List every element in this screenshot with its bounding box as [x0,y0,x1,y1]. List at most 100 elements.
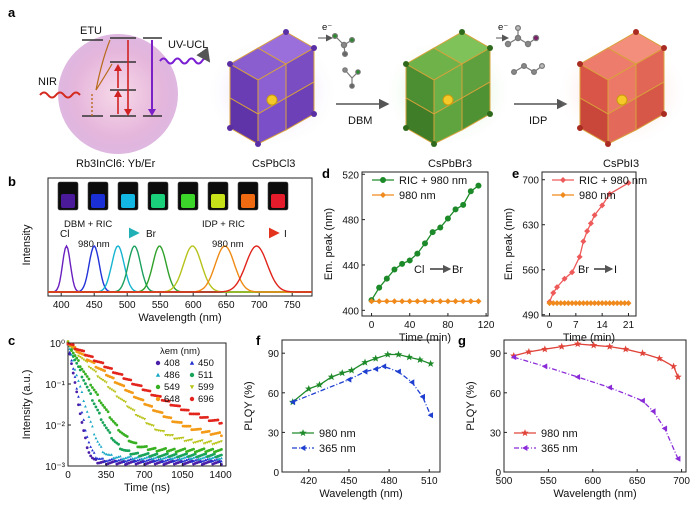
spectrum-450 [48,244,312,293]
decay-point-450-50 [153,459,157,463]
decay-point-408-1 [68,352,72,356]
chart-g-xtick-label: 550 [540,476,557,487]
decay-point-599-28 [115,395,119,399]
decay-point-599-62 [174,437,178,441]
chart-g-point-0-7 [621,345,630,353]
decay-point-599-42 [139,416,143,419]
decay-point-696-3 [71,343,75,347]
decay-point-599-43 [141,417,145,420]
decay-point-486-54 [160,457,164,460]
chart-g-point-1-3 [606,384,613,391]
chart-f-point-0-5 [347,366,356,374]
decay-point-599-74 [195,440,199,444]
decay-point-486-78 [202,456,206,459]
decay-point-486-66 [181,456,185,460]
chart-c-legend-label-696: 696 [198,394,214,405]
idp-molecule-icon [504,25,545,75]
decay-point-486-67 [183,456,187,459]
decay-point-511-23 [106,428,110,432]
decay-point-450-6 [77,395,80,398]
decay-point-549-17 [96,393,100,397]
decay-point-549-72 [192,447,195,451]
chart-e-point-1-14 [599,300,606,307]
chart-g-point-1-5 [650,408,656,415]
decay-point-549-34 [125,435,129,438]
chart-f-point-0-10 [405,353,413,361]
chart-b-xtick-label: 550 [152,300,169,311]
vial-liquid-2 [91,194,105,208]
nir-wave [39,91,81,99]
chart-g-axes-frame [503,339,687,473]
decay-point-696-47 [148,389,152,393]
vial-liquid-1 [61,194,75,208]
chart-e-ytick-label: 700 [522,176,539,187]
decay-point-648-48 [150,404,154,408]
chart-g-legend-marker-1 [522,445,528,451]
decay-point-599-59 [169,434,173,437]
decay-point-696-53 [159,395,162,398]
decay-point-696-42 [139,384,143,388]
panel-label-e: e [512,166,519,181]
decay-point-549-50 [153,446,157,450]
decay-point-599-63 [176,437,180,440]
decay-point-599-15 [92,369,96,372]
panel-label-b: b [8,174,16,189]
decay-point-450-51 [155,458,159,462]
decay-point-450-39 [134,459,138,463]
vial-liquid-6 [211,194,225,208]
decay-point-549-15 [92,388,96,392]
decay-point-450-87 [218,460,222,464]
decay-point-450-17 [96,457,100,460]
chart-c-axes-frame [67,342,227,467]
decay-point-486-6 [77,379,80,382]
decay-point-599-34 [125,405,129,409]
decay-point-408-2 [70,362,73,366]
decay-point-549-14 [91,386,94,389]
decay-point-599-9 [82,358,86,362]
decay-point-696-20 [101,361,105,365]
chart-e-point-0-2 [554,284,561,291]
chart-g-xtick-label: 500 [496,476,513,487]
chart-e-point-0-4 [569,269,576,276]
chart-g-xtick-label: 600 [584,476,601,487]
decay-point-450-4 [73,375,77,378]
chart-d-point-1-1 [376,298,383,305]
chart-d-point-0-6 [414,250,421,257]
chart-e-ytick-label: 560 [522,266,539,277]
decay-point-486-13 [89,420,93,423]
decay-point-599-78 [202,442,206,445]
decay-point-648-76 [199,427,202,431]
decay-point-599-13 [89,366,93,370]
chart-d-annot-from: Cl [414,264,424,276]
decay-point-599-65 [179,437,183,440]
decay-point-648-65 [179,421,183,424]
decay-series-599 [66,340,223,446]
energy-level-diagram [82,37,162,117]
decay-point-696-14 [91,355,94,359]
chart-c-xtick-label: 350 [98,470,115,481]
decay-point-486-17 [96,440,100,443]
chart-c-legend-label-599: 599 [198,382,214,393]
decay-point-450-46 [146,458,150,462]
decay-point-549-56 [164,447,168,450]
decay-point-450-77 [200,459,204,463]
panel-label-a: a [8,5,16,20]
chart-g-line-0 [513,343,679,378]
chart-e-point-1-20 [621,300,628,307]
host-label: Rb3InCl6: Yb/Er [76,158,156,170]
chart-g-point-1-6 [661,425,668,432]
decay-point-599-0 [66,340,70,343]
chart-g-legend-marker-0 [521,429,529,437]
chart-c-legend-label-648: 648 [164,394,180,405]
decay-point-450-54 [160,460,164,464]
decay-point-450-79 [204,458,208,462]
decay-point-486-55 [162,456,166,460]
decay-point-486-25 [110,453,113,456]
chart-e-point-1-4 [561,300,568,307]
chart-g-ylabel: PLQY (%) [465,381,477,430]
chart-g-ytick-label: 30 [490,428,502,439]
decay-point-599-64 [178,437,181,440]
decay-point-511-21 [103,423,107,427]
decay-point-486-71 [190,457,194,460]
decay-point-549-11 [85,375,89,378]
